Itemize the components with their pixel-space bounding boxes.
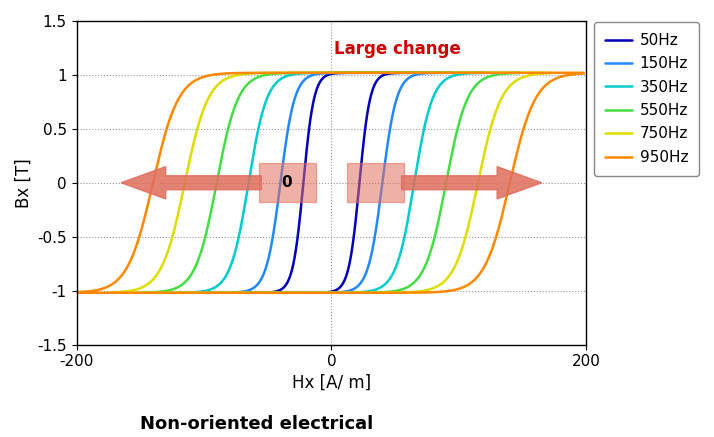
950Hz bbox=[144, 290, 152, 295]
50Hz bbox=[238, 290, 246, 295]
950Hz bbox=[159, 290, 168, 295]
Text: 0: 0 bbox=[281, 175, 292, 190]
350Hz bbox=[478, 70, 486, 76]
Text: Non-oriented electrical: Non-oriented electrical bbox=[141, 415, 373, 433]
Line: 50Hz: 50Hz bbox=[242, 73, 421, 293]
150Hz bbox=[448, 70, 457, 76]
50Hz bbox=[415, 70, 423, 76]
550Hz bbox=[139, 290, 147, 295]
150Hz bbox=[446, 70, 455, 76]
550Hz bbox=[139, 290, 147, 295]
950Hz bbox=[448, 288, 457, 293]
550Hz bbox=[190, 290, 198, 295]
50Hz bbox=[376, 70, 385, 76]
750Hz bbox=[432, 284, 441, 289]
150Hz bbox=[213, 290, 221, 295]
750Hz bbox=[108, 290, 116, 295]
950Hz bbox=[75, 289, 84, 295]
950Hz bbox=[89, 290, 98, 295]
550Hz bbox=[139, 290, 147, 295]
FancyArrow shape bbox=[401, 166, 542, 199]
FancyBboxPatch shape bbox=[258, 163, 316, 202]
50Hz bbox=[243, 290, 251, 295]
FancyArrow shape bbox=[121, 166, 261, 199]
950Hz bbox=[575, 71, 583, 76]
150Hz bbox=[206, 290, 215, 295]
50Hz bbox=[262, 290, 271, 295]
150Hz bbox=[394, 70, 403, 76]
Line: 550Hz: 550Hz bbox=[143, 73, 520, 293]
350Hz bbox=[216, 290, 224, 295]
950Hz bbox=[75, 289, 84, 295]
550Hz bbox=[418, 270, 426, 275]
750Hz bbox=[108, 290, 116, 295]
350Hz bbox=[480, 70, 488, 76]
50Hz bbox=[416, 70, 425, 76]
50Hz bbox=[370, 83, 378, 88]
550Hz bbox=[513, 70, 521, 76]
Line: 350Hz: 350Hz bbox=[178, 73, 484, 293]
350Hz bbox=[174, 290, 183, 295]
350Hz bbox=[226, 290, 234, 295]
950Hz bbox=[466, 70, 475, 76]
Line: 950Hz: 950Hz bbox=[79, 73, 584, 293]
350Hz bbox=[183, 290, 191, 295]
550Hz bbox=[149, 290, 158, 295]
950Hz bbox=[75, 290, 84, 295]
150Hz bbox=[239, 290, 248, 295]
350Hz bbox=[174, 290, 183, 295]
Y-axis label: Bx [T]: Bx [T] bbox=[15, 158, 33, 208]
750Hz bbox=[181, 290, 190, 295]
150Hz bbox=[206, 290, 215, 295]
950Hz bbox=[580, 70, 588, 76]
Line: 150Hz: 150Hz bbox=[211, 73, 453, 293]
350Hz bbox=[411, 70, 420, 76]
50Hz bbox=[268, 290, 276, 295]
750Hz bbox=[448, 70, 457, 76]
350Hz bbox=[401, 233, 409, 238]
750Hz bbox=[168, 290, 176, 295]
50Hz bbox=[238, 290, 246, 295]
750Hz bbox=[543, 71, 551, 76]
550Hz bbox=[202, 290, 211, 295]
150Hz bbox=[206, 290, 215, 295]
Legend: 50Hz, 150Hz, 350Hz, 550Hz, 750Hz, 950Hz: 50Hz, 150Hz, 350Hz, 550Hz, 750Hz, 950Hz bbox=[594, 22, 699, 176]
350Hz bbox=[174, 290, 183, 295]
Line: 750Hz: 750Hz bbox=[112, 73, 550, 293]
750Hz bbox=[121, 290, 129, 295]
150Hz bbox=[385, 129, 393, 135]
750Hz bbox=[108, 290, 116, 295]
750Hz bbox=[546, 70, 555, 76]
550Hz bbox=[431, 70, 440, 76]
50Hz bbox=[238, 290, 246, 295]
150Hz bbox=[246, 290, 255, 295]
X-axis label: Hx [A/ m]: Hx [A/ m] bbox=[292, 373, 371, 392]
FancyBboxPatch shape bbox=[347, 163, 404, 202]
Text: Large change: Large change bbox=[334, 40, 461, 59]
550Hz bbox=[516, 70, 524, 76]
